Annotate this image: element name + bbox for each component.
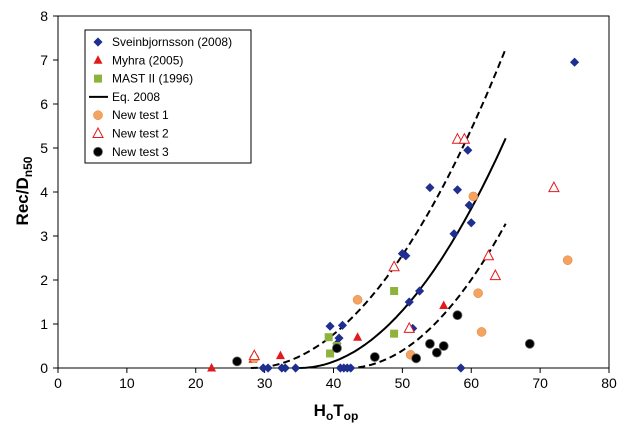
legend-marker	[92, 126, 104, 138]
point-s6-3	[411, 353, 422, 364]
axis-ticks: 0 10 20 30 40 50 60 70 80 0 1 2 3 4 5 6 7 8	[40, 8, 617, 391]
curve-fit	[299, 137, 507, 369]
point-s5-2	[403, 321, 416, 333]
legend-box	[84, 29, 252, 164]
x-tick-label: 70	[532, 375, 548, 391]
legend-label: MAST II (1996)	[112, 72, 193, 86]
point-s1-4	[439, 300, 449, 310]
point-s5-6	[489, 269, 502, 281]
point-s0-3	[280, 363, 290, 373]
y-tick-label: 4	[40, 184, 48, 200]
x-tick-label: 10	[119, 375, 135, 391]
y-tick-label: 3	[40, 228, 48, 244]
point-s4-6	[562, 255, 573, 265]
point-s6-2	[369, 352, 380, 362]
point-s1-3	[353, 332, 363, 341]
y-axis-title: Rec/Dn50	[13, 156, 35, 225]
point-s5-3	[451, 132, 464, 144]
legend-marker	[94, 74, 102, 83]
x-axis-title: HoTop	[314, 401, 359, 423]
curve-lower-bound	[347, 223, 507, 369]
point-s0-9	[337, 320, 348, 330]
point-s6-1	[332, 343, 342, 354]
point-s0-1	[263, 363, 273, 373]
point-s0-18	[425, 183, 435, 193]
point-s4-1	[352, 295, 363, 305]
point-s0-12	[346, 363, 356, 373]
point-s0-14	[401, 251, 411, 261]
point-s0-24	[466, 218, 476, 228]
point-s4-3	[468, 191, 479, 202]
point-s1-2	[275, 350, 285, 360]
legend-label: New test 1	[112, 108, 169, 122]
y-tick-label: 6	[40, 96, 48, 112]
legend-label: New test 2	[112, 127, 169, 141]
point-s2-0	[324, 333, 333, 342]
point-s6-7	[452, 310, 463, 321]
point-s0-22	[463, 145, 473, 155]
legend-marker	[93, 146, 103, 157]
point-s4-5	[476, 327, 487, 337]
x-tick-label: 0	[54, 375, 62, 391]
legend-label: New test 3	[112, 145, 169, 159]
legend: Sveinbjornsson (2008) Myhra (2005) MAST II…	[84, 29, 252, 164]
legend-marker	[93, 110, 103, 120]
point-s5-5	[482, 249, 495, 261]
point-s0-17	[415, 286, 425, 296]
point-s2-3	[390, 287, 399, 295]
x-tick-label: 40	[326, 375, 342, 391]
curve-upper-bound	[250, 48, 507, 369]
point-s1-0	[207, 363, 217, 372]
legend-label: Myhra (2005)	[112, 53, 183, 67]
y-tick-label: 8	[40, 8, 48, 24]
point-s5-0	[248, 349, 261, 361]
point-s0-19	[449, 229, 459, 239]
point-s6-0	[232, 356, 242, 367]
point-s5-1	[388, 260, 400, 272]
point-s6-8	[524, 338, 535, 349]
data-points	[207, 57, 580, 373]
y-tick-label: 5	[40, 140, 48, 156]
x-tick-label: 30	[257, 375, 273, 391]
y-tick-label: 7	[40, 52, 48, 68]
point-s0-21	[456, 363, 466, 373]
point-s6-6	[438, 341, 449, 351]
legend-marker	[93, 37, 103, 47]
y-tick-label: 1	[40, 316, 48, 332]
point-s0-4	[291, 363, 301, 373]
point-s6-4	[425, 338, 435, 349]
point-s5-4	[458, 132, 471, 144]
x-tick-label: 20	[188, 375, 204, 391]
curves	[250, 48, 507, 369]
point-s0-23	[464, 200, 474, 210]
point-s0-15	[404, 297, 414, 307]
legend-marker	[93, 55, 103, 64]
x-tick-label: 80	[601, 375, 617, 391]
point-s0-5	[325, 321, 335, 331]
x-tick-label: 50	[395, 375, 411, 391]
point-s0-25	[569, 57, 580, 67]
point-s6-5	[431, 347, 442, 358]
y-tick-label: 0	[40, 360, 48, 376]
point-s5-7	[548, 181, 560, 193]
y-tick-label: 2	[40, 272, 48, 288]
point-s2-4	[390, 329, 399, 338]
point-s0-20	[452, 185, 463, 195]
point-s4-4	[473, 288, 483, 298]
point-s2-1	[326, 349, 335, 358]
legend-label: Sveinbjornsson (2008)	[112, 35, 232, 49]
legend-label: Eq. 2008	[112, 90, 160, 104]
x-tick-label: 60	[463, 375, 479, 391]
